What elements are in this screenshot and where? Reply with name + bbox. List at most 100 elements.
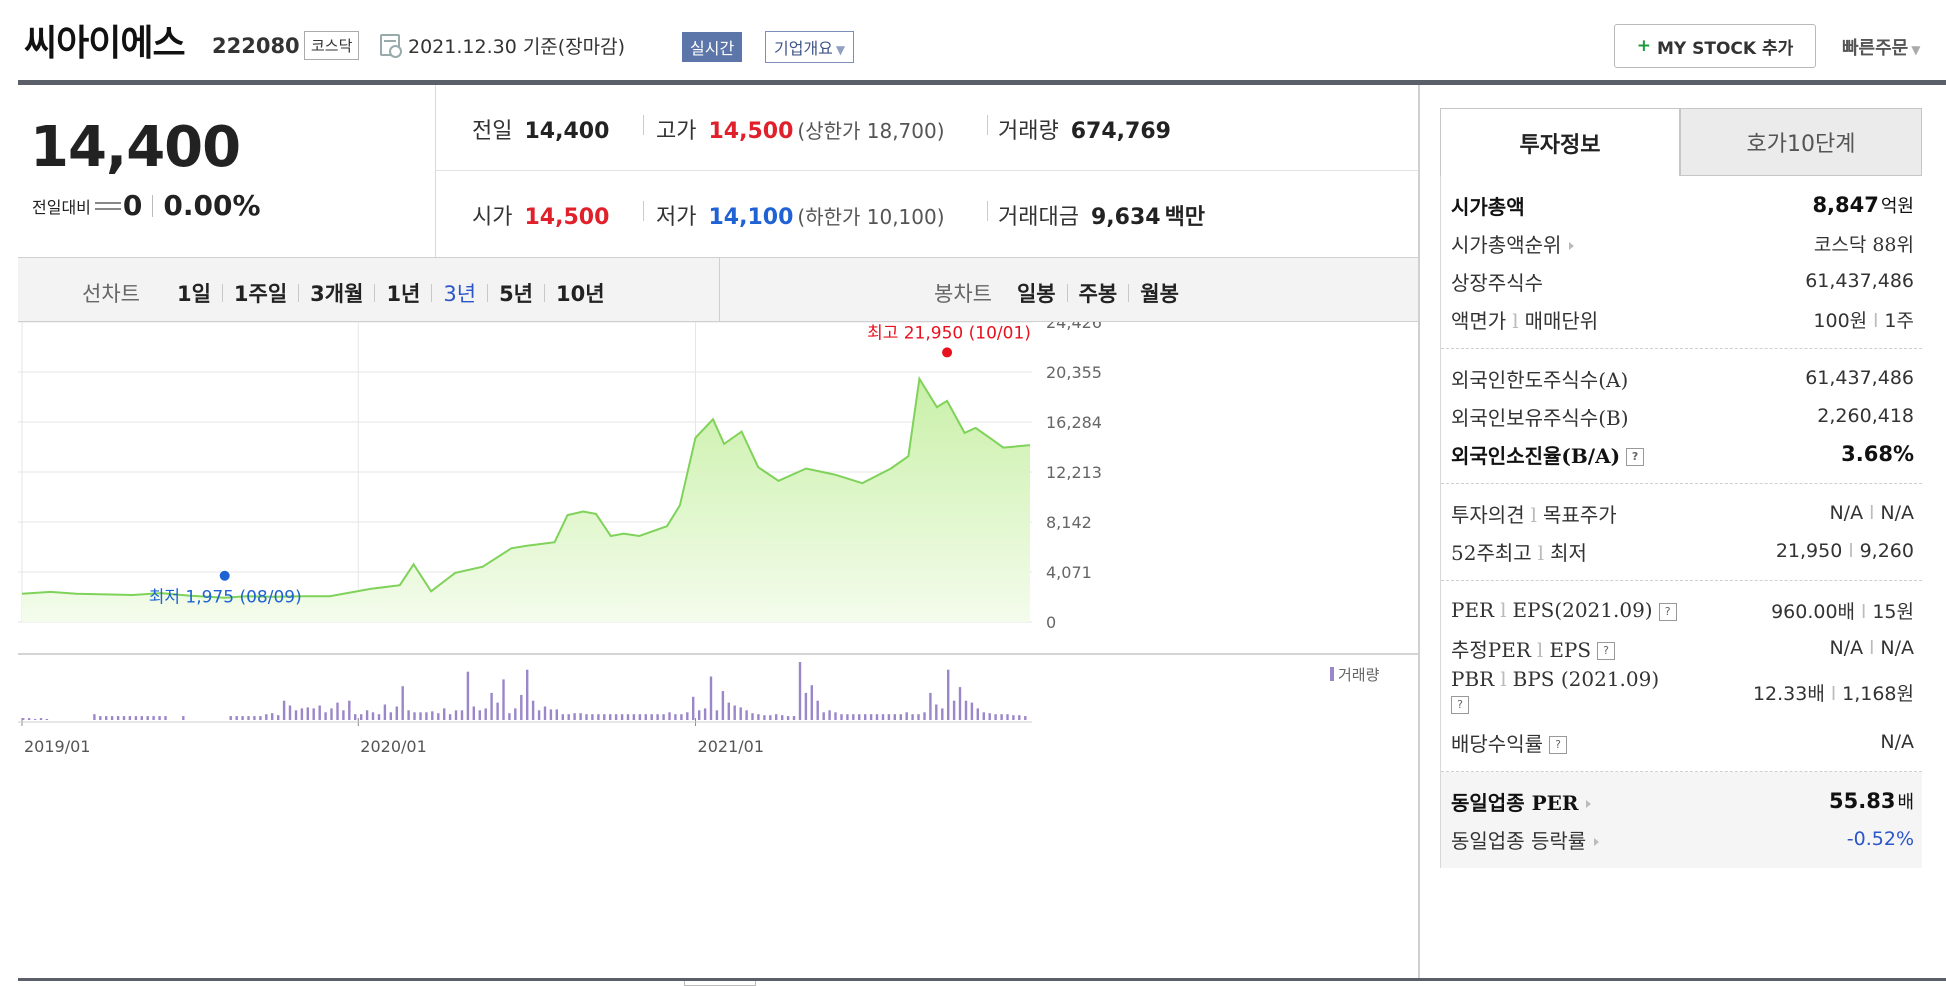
volume-bar <box>259 716 262 720</box>
volume-bar <box>318 705 321 720</box>
foreign-ratio-text: 외국인소진율(B/A) <box>1451 443 1621 468</box>
help-icon[interactable]: ? <box>1597 642 1616 660</box>
volume-bar <box>152 716 155 720</box>
chevron-right-icon <box>1569 242 1575 250</box>
change-label: 전일대비 <box>32 197 91 217</box>
period-1w[interactable]: 1주일 <box>233 282 288 306</box>
volume-bar <box>644 714 647 720</box>
candle-weekly[interactable]: 주봉 <box>1078 282 1118 306</box>
est-per-value: N/A l N/A <box>1829 637 1914 659</box>
face-value-number: 100원 <box>1813 309 1868 332</box>
row-industry-per[interactable]: 동일업종 PER 55.83 배 <box>1451 782 1914 820</box>
period-3y[interactable]: 3년 <box>443 282 477 306</box>
info-panel-body: 시가총액 8,847 억원 시가총액순위 코스닥 88위 상장주식수 61,437,48… <box>1440 176 1922 868</box>
high-value: 14,500 <box>708 119 794 144</box>
bottom-divider <box>18 978 1946 981</box>
volume-bar <box>448 714 452 720</box>
volume-bar <box>443 708 446 720</box>
volume-bar <box>804 692 808 720</box>
volume-bar <box>22 718 25 720</box>
volume-bar <box>585 714 588 720</box>
volume-bar <box>105 716 108 720</box>
chevron-down-icon: ▼ <box>1911 43 1921 57</box>
volume-bar <box>751 713 754 720</box>
volume-bar <box>561 714 564 720</box>
market-cap-rank-value: 코스닥 88위 <box>1813 233 1914 256</box>
tab-investment-info[interactable]: 투자정보 <box>1440 108 1680 176</box>
opinion-value: N/A l N/A <box>1829 502 1914 524</box>
volume-bar <box>840 714 843 720</box>
company-overview-dropdown[interactable]: 기업개요 ▼ <box>765 31 855 63</box>
volume-bar <box>300 708 304 720</box>
divider: l <box>1500 598 1507 622</box>
quick-order-dropdown[interactable]: 빠른주문 ▼ <box>1842 34 1920 60</box>
divider <box>431 284 433 302</box>
volume-bar <box>336 702 339 720</box>
add-mystock-button[interactable]: + MY STOCK 추가 <box>1614 24 1816 68</box>
period-10y[interactable]: 10년 <box>556 282 605 306</box>
current-price: 14,400 <box>30 115 241 180</box>
period-1d[interactable]: 1일 <box>176 282 211 306</box>
investment-info-panel: 투자정보 호가10단계 시가총액 8,847 억원 시가총액순위 코스닥 88위 상장… <box>1440 108 1922 868</box>
volume-bar <box>573 713 576 720</box>
help-icon[interactable]: ? <box>1451 695 1469 714</box>
volume-bar <box>490 692 493 720</box>
foreign-limit-value: 61,437,486 <box>1805 367 1914 389</box>
volume-bar <box>603 714 606 720</box>
prev-close: 전일 14,400 <box>472 113 609 145</box>
lower-limit: (하한가 10,100) <box>797 205 945 229</box>
eps-value: 15원 <box>1872 600 1914 623</box>
volume-bar <box>1024 716 1027 720</box>
help-icon[interactable]: ? <box>1549 736 1567 754</box>
row-market-cap-rank[interactable]: 시가총액순위 코스닥 88위 <box>1451 224 1914 262</box>
market-badge: 코스닥 <box>304 31 360 60</box>
volume-bar <box>342 710 345 720</box>
period-3m[interactable]: 3개월 <box>310 282 364 306</box>
row-pbr: PBR l BPS (2021.09)? 12.33배 l 1,168원 <box>1451 667 1914 723</box>
volume-bar <box>786 716 790 720</box>
volume-bar <box>923 712 926 720</box>
candle-daily[interactable]: 일봉 <box>1016 282 1056 306</box>
volume-bar <box>869 714 873 720</box>
divider <box>544 284 545 302</box>
row-foreign-limit: 외국인한도주식수(A) 61,437,486 <box>1451 359 1914 397</box>
volume-bar <box>982 712 985 720</box>
period-5y[interactable]: 5년 <box>499 282 533 306</box>
volume-bar <box>614 714 618 720</box>
volume-bar <box>395 706 398 720</box>
foreign-hold-value: 2,260,418 <box>1817 405 1914 427</box>
volume-bar <box>460 710 464 720</box>
volume-bar <box>875 714 879 720</box>
candle-period-tabs: 봉차트 일봉 주봉 월봉 <box>934 278 1190 308</box>
trade-amount: 거래대금 9,634 백만 <box>998 199 1205 231</box>
volume: 거래량 674,769 <box>998 113 1171 145</box>
volume-bar <box>122 716 126 720</box>
divider <box>221 284 223 302</box>
dividend-label-text: 배당수익률 <box>1451 731 1543 756</box>
divider: l <box>1873 309 1879 332</box>
row-industry-change[interactable]: 동일업종 등락률 -0.52% <box>1451 820 1914 858</box>
target-label: 목표주가 <box>1543 502 1617 527</box>
pbr-label: PBR l BPS (2021.09)? <box>1451 667 1659 715</box>
volume-bar <box>549 709 553 720</box>
volume-bar <box>988 713 991 720</box>
volume-bar <box>680 714 683 720</box>
candle-monthly[interactable]: 월봉 <box>1140 282 1179 306</box>
volume-bar <box>757 714 760 720</box>
prev-close-value: 14,400 <box>524 119 610 144</box>
tab-orderbook[interactable]: 호가10단계 <box>1680 108 1922 176</box>
volume-bar <box>650 714 653 720</box>
realtime-button[interactable]: 실시간 <box>682 32 743 62</box>
help-icon[interactable]: ? <box>1626 448 1645 466</box>
per-value: 960.00배 l 15원 <box>1771 597 1914 624</box>
price-chart[interactable]: 거래량 0 4,071 8,142 12,213 16,284 20,355 24,426 2… <box>0 322 1420 986</box>
volume-bar <box>425 712 428 720</box>
quick-order-label: 빠른주문 <box>1842 38 1909 59</box>
volume-bar <box>502 679 505 720</box>
market-cap-label: 시가총액 <box>1451 194 1525 219</box>
volume-bar <box>431 711 434 720</box>
open-price: 시가 14,500 <box>472 199 609 231</box>
period-1y[interactable]: 1년 <box>386 282 421 306</box>
high-label: 고가 <box>656 119 697 144</box>
help-icon[interactable]: ? <box>1658 602 1677 621</box>
